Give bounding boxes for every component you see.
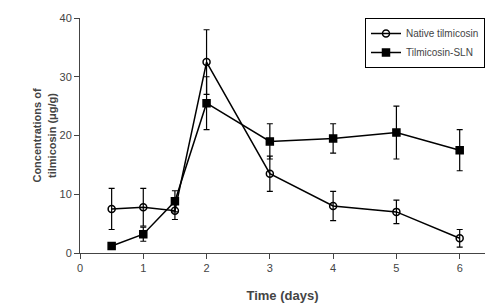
- svg-text:2: 2: [203, 262, 209, 274]
- svg-text:Time (days): Time (days): [246, 288, 318, 303]
- svg-text:10: 10: [60, 188, 72, 200]
- svg-text:Tilmicosin-SLN: Tilmicosin-SLN: [406, 47, 473, 58]
- svg-text:1: 1: [140, 262, 146, 274]
- svg-text:40: 40: [60, 12, 72, 24]
- svg-text:Concentrations oftilmicosin (μ: Concentrations oftilmicosin (μg/g): [31, 88, 57, 182]
- svg-text:20: 20: [60, 129, 72, 141]
- svg-text:0: 0: [77, 262, 83, 274]
- svg-text:3: 3: [267, 262, 273, 274]
- svg-text:6: 6: [457, 262, 463, 274]
- svg-text:30: 30: [60, 71, 72, 83]
- svg-text:0: 0: [66, 247, 72, 259]
- svg-text:4: 4: [330, 262, 336, 274]
- svg-text:5: 5: [393, 262, 399, 274]
- svg-text:Native tilmicosin: Native tilmicosin: [406, 28, 478, 39]
